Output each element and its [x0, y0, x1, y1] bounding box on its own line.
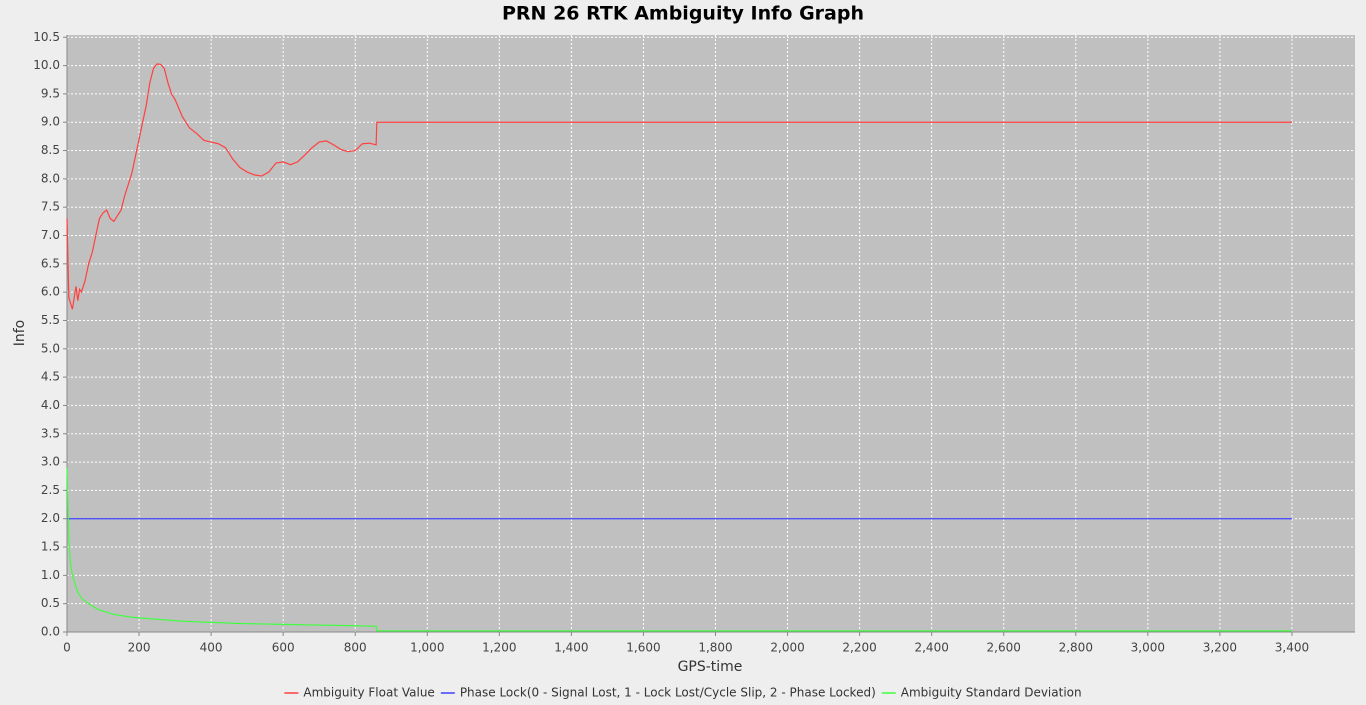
- y-tick-label: 9.0: [41, 115, 60, 129]
- y-tick-label: 2.5: [41, 483, 60, 497]
- x-tick-label: 1,800: [698, 641, 732, 655]
- x-tick-label: 1,400: [554, 641, 588, 655]
- legend-label: Ambiguity Standard Deviation: [901, 686, 1082, 700]
- legend-label: Ambiguity Float Value: [303, 686, 434, 700]
- y-tick-label: 0.5: [41, 596, 60, 610]
- y-tick-label: 6.0: [41, 285, 60, 299]
- y-tick-label: 3.0: [41, 455, 60, 469]
- y-tick-label: 0.0: [41, 625, 60, 639]
- y-tick-label: 5.5: [41, 313, 60, 327]
- y-tick-label: 8.0: [41, 171, 60, 185]
- x-tick-label: 2,400: [914, 641, 948, 655]
- x-tick-label: 1,000: [410, 641, 444, 655]
- series-line: [66, 467, 1292, 632]
- x-tick-label: 200: [128, 641, 151, 655]
- series-line: [66, 63, 1292, 310]
- x-tick-label: 2,600: [987, 641, 1021, 655]
- y-tick-label: 9.5: [41, 86, 60, 100]
- x-tick-label: 3,000: [1131, 641, 1165, 655]
- y-tick-label: 7.0: [41, 228, 60, 242]
- chart-title: PRN 26 RTK Ambiguity Info Graph: [502, 3, 864, 25]
- x-tick-label: 2,200: [842, 641, 876, 655]
- x-tick-label: 1,600: [626, 641, 660, 655]
- x-tick-label: 3,400: [1275, 641, 1309, 655]
- x-tick-label: 400: [200, 641, 223, 655]
- legend-label: Phase Lock(0 - Signal Lost, 1 - Lock Los…: [460, 686, 876, 700]
- x-tick-label: 600: [272, 641, 295, 655]
- x-tick-label: 800: [344, 641, 367, 655]
- y-tick-label: 10.0: [33, 58, 60, 72]
- y-tick-label: 1.0: [41, 568, 60, 582]
- x-tick-label: 2,800: [1059, 641, 1093, 655]
- y-tick-label: 6.5: [41, 256, 60, 270]
- x-axis-label: GPS-time: [678, 659, 743, 675]
- x-tick-label: 3,200: [1203, 641, 1237, 655]
- y-tick-label: 10.5: [33, 30, 60, 44]
- y-tick-label: 5.0: [41, 341, 60, 355]
- y-tick-label: 7.5: [41, 200, 60, 214]
- x-tick-label: 2,000: [770, 641, 804, 655]
- y-tick-label: 1.5: [41, 540, 60, 554]
- y-tick-label: 2.0: [41, 511, 60, 525]
- y-tick-label: 4.0: [41, 398, 60, 412]
- x-tick-label: 0: [63, 641, 71, 655]
- x-tick-label: 1,200: [482, 641, 516, 655]
- y-tick-label: 3.5: [41, 426, 60, 440]
- plot-area: [67, 35, 1355, 632]
- y-axis-label: Info: [12, 320, 28, 347]
- y-tick-label: 8.5: [41, 143, 60, 157]
- y-tick-label: 4.5: [41, 370, 60, 384]
